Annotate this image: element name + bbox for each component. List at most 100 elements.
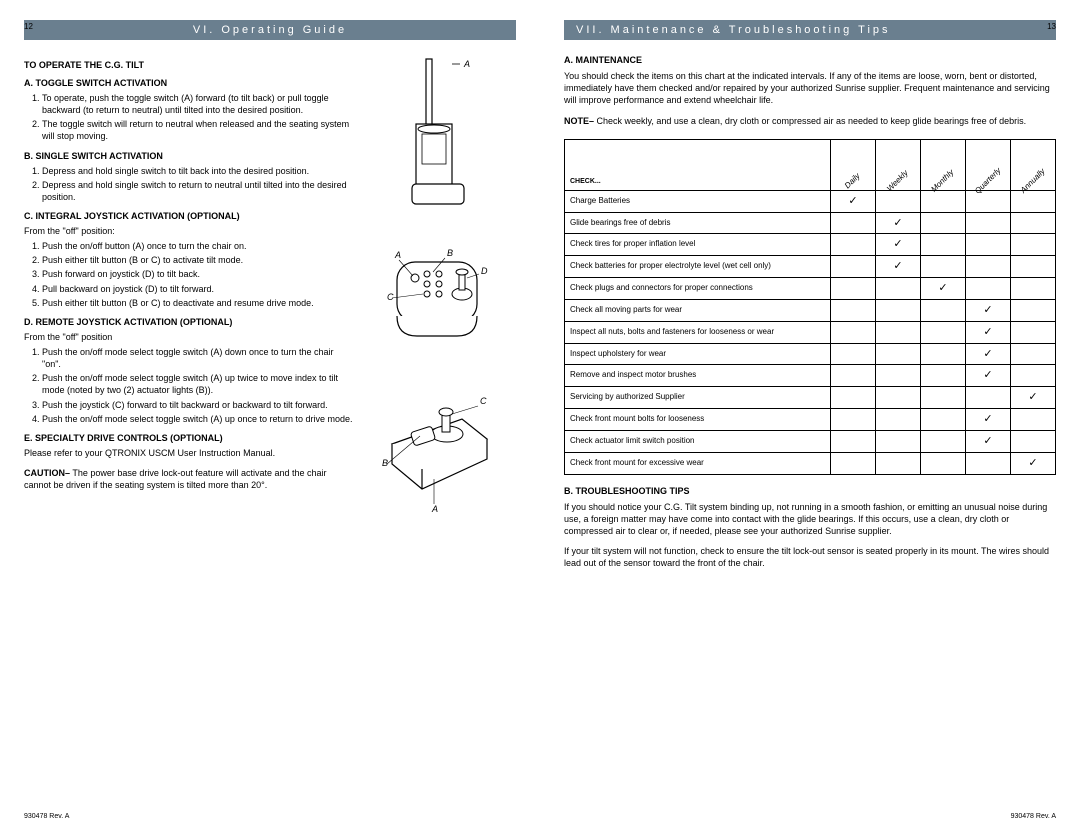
list-item: Push the on/off mode select toggle switc… [42, 372, 354, 396]
svg-text:A: A [431, 504, 438, 514]
section-e-text: Please refer to your QTRONIX USCM User I… [24, 447, 354, 459]
table-row-label: Remove and inspect motor brushes [565, 365, 831, 387]
table-row: Check plugs and connectors for proper co… [565, 278, 1056, 300]
section-a-title: A. TOGGLE SWITCH ACTIVATION [24, 78, 354, 88]
table-cell-check: ✓ [966, 409, 1011, 431]
note-block: NOTE– Check weekly, and use a clean, dry… [564, 115, 1056, 127]
table-cell-check [876, 452, 921, 474]
col-quarterly: Quarterly [966, 139, 1011, 190]
table-cell-check [966, 234, 1011, 256]
fig-label-a: A [463, 59, 470, 69]
table-row-label: Inspect upholstery for wear [565, 343, 831, 365]
table-cell-check [921, 365, 966, 387]
table-row: Inspect upholstery for wear✓ [565, 343, 1056, 365]
table-cell-check [876, 409, 921, 431]
table-row-label: Check tires for proper inflation level [565, 234, 831, 256]
table-row-label: Check front mount bolts for looseness [565, 409, 831, 431]
table-cell-check [831, 430, 876, 452]
list-item: Push the on/off button (A) once to turn … [42, 240, 354, 252]
header-left: VI. Operating Guide [24, 20, 516, 40]
table-cell-check [921, 321, 966, 343]
note-label: NOTE– [564, 116, 594, 126]
table-cell-check [876, 299, 921, 321]
footer-right: 930478 Rev. A [1011, 813, 1056, 820]
table-cell-check: ✓ [876, 256, 921, 278]
list-item: Push either tilt button (B or C) to acti… [42, 254, 354, 266]
table-cell-check [831, 343, 876, 365]
section-d-title: D. REMOTE JOYSTICK ACTIVATION (OPTIONAL) [24, 317, 354, 327]
table-cell-check [831, 387, 876, 409]
table-row-label: Check front mount for excessive wear [565, 452, 831, 474]
figure-toggle-switch: A [362, 54, 512, 224]
table-cell-check [1011, 409, 1056, 431]
list-item: Push the on/off mode select toggle switc… [42, 346, 354, 370]
list-item: Push forward on joystick (D) to tilt bac… [42, 268, 354, 280]
figure-column: A [362, 54, 512, 544]
table-cell-check [921, 409, 966, 431]
table-cell-check [1011, 256, 1056, 278]
table-cell-check [876, 387, 921, 409]
table-cell-check [831, 409, 876, 431]
table-cell-check [876, 343, 921, 365]
maintenance-title: A. MAINTENANCE [564, 54, 1056, 66]
section-d-list: Push the on/off mode select toggle switc… [42, 346, 354, 425]
table-cell-check: ✓ [1011, 452, 1056, 474]
table-row-label: Check plugs and connectors for proper co… [565, 278, 831, 300]
section-d-intro: From the "off" position [24, 331, 354, 343]
caution-block: CAUTION– The power base drive lock-out f… [24, 467, 354, 491]
table-row: Check actuator limit switch position✓ [565, 430, 1056, 452]
troubleshooting-para1: If you should notice your C.G. Tilt syst… [564, 501, 1056, 537]
table-cell-check: ✓ [831, 190, 876, 212]
footer-left: 930478 Rev. A [24, 813, 69, 820]
table-row: Check all moving parts for wear ✓ [565, 299, 1056, 321]
list-item: To operate, push the toggle switch (A) f… [42, 92, 354, 116]
table-row: Check tires for proper inflation level✓ [565, 234, 1056, 256]
table-cell-check [876, 278, 921, 300]
troubleshooting-para2: If your tilt system will not function, c… [564, 545, 1056, 569]
table-cell-check [1011, 190, 1056, 212]
note-text: Check weekly, and use a clean, dry cloth… [597, 116, 1027, 126]
table-row: Inspect all nuts, bolts and fasteners fo… [565, 321, 1056, 343]
svg-text:B: B [382, 458, 388, 468]
table-cell-check: ✓ [966, 321, 1011, 343]
table-cell-check [966, 212, 1011, 234]
table-cell-check: ✓ [966, 430, 1011, 452]
col-annually: Annually [1011, 139, 1056, 190]
col-weekly: Weekly [876, 139, 921, 190]
svg-text:A: A [394, 250, 401, 260]
table-cell-check [1011, 365, 1056, 387]
page-number-right: 13 [1047, 22, 1056, 31]
table-row: Glide bearings free of debris✓ [565, 212, 1056, 234]
table-cell-check: ✓ [966, 299, 1011, 321]
table-cell-check [966, 256, 1011, 278]
table-cell-check [1011, 234, 1056, 256]
caution-label: CAUTION– [24, 468, 70, 478]
table-row-label: Check batteries for proper electrolyte l… [565, 256, 831, 278]
table-cell-check [921, 234, 966, 256]
table-cell-check [921, 430, 966, 452]
table-cell-check: ✓ [966, 365, 1011, 387]
table-cell-check [831, 278, 876, 300]
table-cell-check [876, 430, 921, 452]
svg-text:C: C [480, 396, 487, 406]
section-b-title: B. SINGLE SWITCH ACTIVATION [24, 151, 354, 161]
figure-integral-joystick: A B C D [362, 244, 512, 364]
svg-text:C: C [387, 292, 394, 302]
title-main: TO OPERATE THE C.G. TILT [24, 60, 354, 70]
table-cell-check [921, 256, 966, 278]
table-cell-check [831, 256, 876, 278]
table-row-label: Charge Batteries [565, 190, 831, 212]
table-cell-check [876, 190, 921, 212]
table-check-header: CHECK... [565, 139, 831, 190]
section-c-list: Push the on/off button (A) once to turn … [42, 240, 354, 309]
section-c-title: C. INTEGRAL JOYSTICK ACTIVATION (OPTIONA… [24, 211, 354, 221]
page-number-left: 12 [24, 22, 33, 31]
col-monthly: Monthly [921, 139, 966, 190]
table-cell-check: ✓ [876, 212, 921, 234]
table-row-label: Servicing by authorized Supplier [565, 387, 831, 409]
table-cell-check [831, 321, 876, 343]
table-row: Servicing by authorized Supplier✓ [565, 387, 1056, 409]
table-cell-check: ✓ [921, 278, 966, 300]
table-row-label: Check all moving parts for wear [565, 299, 831, 321]
list-item: Depress and hold single switch to return… [42, 179, 354, 203]
